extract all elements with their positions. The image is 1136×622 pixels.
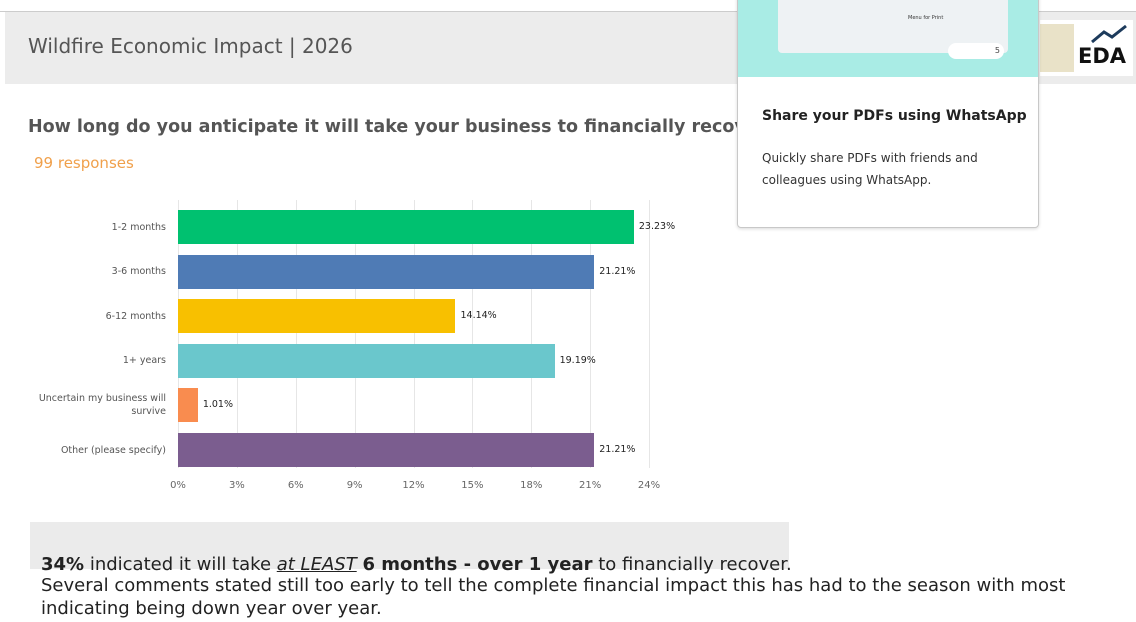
bar <box>178 388 198 423</box>
value-label: 23.23% <box>638 221 676 232</box>
x-tick-label: 9% <box>346 480 363 491</box>
grid-line <box>413 200 415 468</box>
category-label: 1-2 months <box>111 221 166 233</box>
preview-item: Menu for Print <box>908 15 944 21</box>
summary-part: to financially recover. <box>592 554 792 575</box>
value-label: 1.01% <box>202 399 233 411</box>
bar <box>178 433 595 467</box>
reaction-pill: 5 <box>948 43 1004 59</box>
logo-left <box>1040 24 1074 72</box>
grid-line <box>236 200 238 468</box>
grid-line <box>649 200 650 468</box>
category-label: Uncertain my business will survive <box>38 393 166 418</box>
grid-line <box>178 200 179 468</box>
grid-line <box>472 200 474 468</box>
grid-line <box>354 200 356 468</box>
x-tick-label: 18% <box>520 480 543 491</box>
value-label: 21.21% <box>599 265 636 277</box>
responses: 99 responses <box>34 154 134 172</box>
summary-box <box>30 522 789 569</box>
category-label: 3-6 months <box>111 266 166 278</box>
bar <box>178 299 456 334</box>
popup[interactable]: Menu for Print 5 Share your PDFs using W… <box>737 0 1039 228</box>
value-label: 19.19% <box>559 354 596 366</box>
x-tick-label: 0% <box>170 480 186 491</box>
summary-part: indicated it will take <box>84 554 277 575</box>
category-label: Other (please specify) <box>60 444 166 456</box>
bar <box>178 254 595 289</box>
summary-part: 6 months - over 1 year <box>362 554 593 575</box>
summary-part: at LEAST <box>276 554 357 575</box>
x-tick-label: 6% <box>287 480 304 491</box>
x-tick-label: 21% <box>579 480 602 491</box>
summary-part: 34% <box>41 554 85 575</box>
logo-text: EDA <box>1078 44 1127 68</box>
bar <box>178 210 634 244</box>
chart: 0% 3% 6% 9% 12% 15% 18% 21% 24% 1-2 months 23.23% 3… <box>0 0 700 500</box>
logo-arrow <box>1091 24 1127 44</box>
grid-line <box>531 200 533 468</box>
logo: EDA <box>1040 20 1133 76</box>
top-rule <box>0 11 1136 12</box>
category-label: 6-12 months <box>105 310 166 322</box>
popup-body: Quickly share PDFs with friends and coll… <box>762 151 978 187</box>
question: How long do you anticipate it will take … <box>28 117 758 137</box>
popup-image: Menu for Print 5 <box>738 0 1038 77</box>
x-tick-label: 12% <box>402 480 425 491</box>
grid-line <box>590 200 592 468</box>
x-tick-label: 3% <box>228 480 245 491</box>
comment: Several comments stated still too early … <box>41 575 1066 619</box>
value-label: 14.14% <box>460 310 497 322</box>
summary: 34% indicated it will take at LEAST 6 mo… <box>41 533 792 575</box>
popup-title: Share your PDFs using WhatsApp <box>762 108 1027 124</box>
x-tick-label: 15% <box>461 480 484 491</box>
header-title: Wildfire Economic Impact | 2026 <box>28 34 353 58</box>
category-label: 1+ years <box>122 355 166 367</box>
x-tick-label: 24% <box>637 480 661 491</box>
value-label: 21.21% <box>599 444 636 455</box>
bar <box>178 343 555 378</box>
grid-line <box>295 200 297 468</box>
